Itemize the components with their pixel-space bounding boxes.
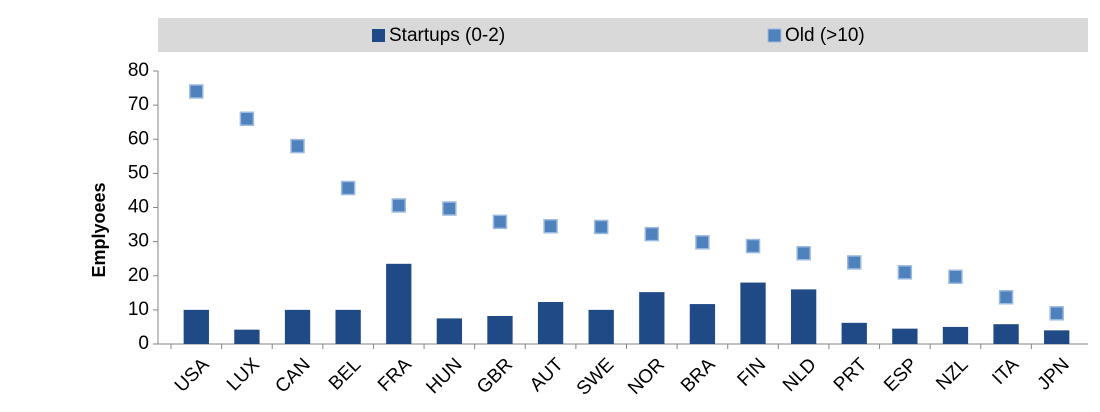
bar xyxy=(790,289,817,344)
x-tick-label: GBR xyxy=(473,354,517,398)
marker xyxy=(593,219,609,235)
x-tick-label: SWE xyxy=(573,354,618,399)
marker xyxy=(745,238,761,254)
x-tick-label: ESP xyxy=(880,354,922,396)
marker xyxy=(1049,306,1064,321)
x-tick-label: PRT xyxy=(830,354,872,396)
legend-swatch xyxy=(767,28,782,43)
marker xyxy=(644,226,660,242)
bar xyxy=(942,326,969,344)
marker xyxy=(847,255,862,270)
legend-label: Startups (0-2) xyxy=(389,25,505,46)
bar xyxy=(993,324,1019,344)
bar xyxy=(436,318,463,344)
x-tick-label: NLD xyxy=(779,354,821,396)
x-tick-label: USA xyxy=(171,354,214,397)
marker xyxy=(796,245,811,261)
legend-label: Old (>10) xyxy=(785,25,865,46)
x-tick-label: AUT xyxy=(526,354,568,396)
marker xyxy=(998,289,1014,305)
bar xyxy=(487,316,513,344)
marker xyxy=(948,269,963,285)
bar xyxy=(183,309,209,344)
marker xyxy=(290,138,305,154)
bar xyxy=(537,302,564,344)
bar xyxy=(740,282,766,344)
y-tick-label: 20 xyxy=(128,265,149,286)
bar xyxy=(1044,330,1070,344)
marker xyxy=(391,198,406,213)
legend-background xyxy=(158,18,1088,52)
bar xyxy=(639,292,665,344)
x-tick-label: FIN xyxy=(734,354,770,390)
x-tick-label: HUN xyxy=(422,354,466,398)
bar xyxy=(234,329,260,344)
y-tick-label: 60 xyxy=(128,128,149,149)
legend-swatch xyxy=(372,29,385,42)
bar xyxy=(335,309,361,344)
y-tick-label: 0 xyxy=(138,333,149,354)
marker xyxy=(695,235,710,250)
marker xyxy=(897,265,913,280)
marker xyxy=(239,111,255,127)
y-tick-label: 30 xyxy=(128,231,149,252)
x-tick-label: BRA xyxy=(677,354,720,397)
marker xyxy=(189,84,204,99)
x-tick-label: BEL xyxy=(325,354,365,394)
marker xyxy=(543,219,558,234)
x-tick-label: CAN xyxy=(271,354,314,397)
y-tick-label: 40 xyxy=(128,197,149,218)
bar xyxy=(892,328,918,344)
bar xyxy=(386,263,412,344)
x-tick-label: NZL xyxy=(932,354,972,394)
x-tick-label: LUX xyxy=(223,354,264,395)
x-tick-label: FRA xyxy=(374,354,416,396)
y-tick-label: 50 xyxy=(128,162,149,183)
y-tick-label: 10 xyxy=(128,299,149,320)
x-tick-label: NOR xyxy=(624,354,669,399)
y-tick-label: 70 xyxy=(128,94,149,115)
bar xyxy=(284,309,311,344)
bar xyxy=(588,309,614,344)
marker xyxy=(340,180,356,196)
bar xyxy=(689,304,716,344)
y-tick-label: 80 xyxy=(128,60,149,81)
bar xyxy=(841,322,867,344)
x-tick-label: ITA xyxy=(988,354,1023,389)
marker xyxy=(442,201,457,216)
marker xyxy=(492,214,508,230)
y-axis-label: Emplyoees xyxy=(89,182,109,277)
x-tick-label: JPN xyxy=(1034,354,1074,394)
